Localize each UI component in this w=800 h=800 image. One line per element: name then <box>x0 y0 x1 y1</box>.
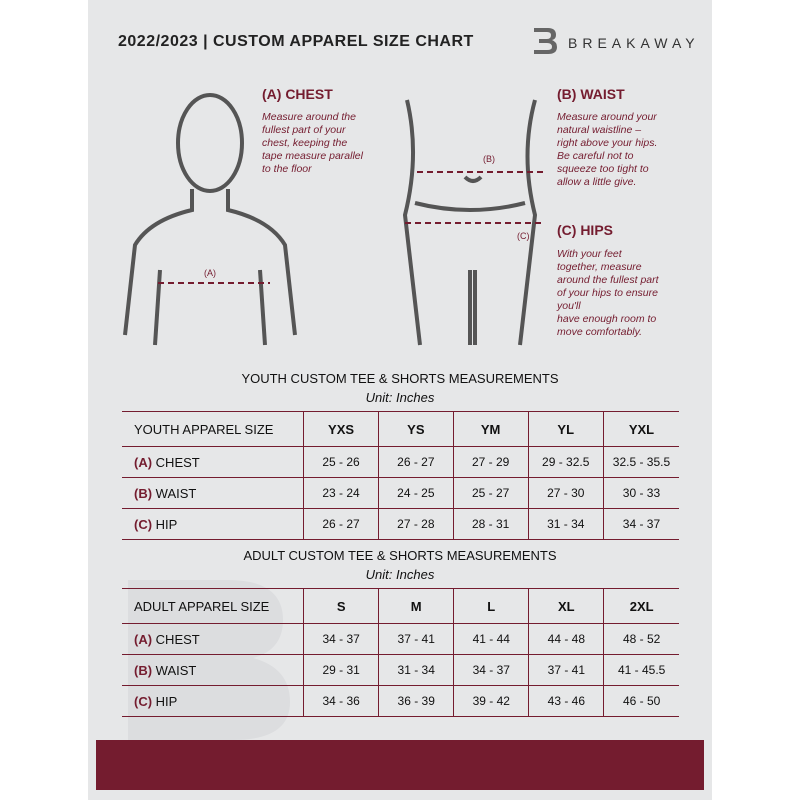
measurement-value: 25 - 27 <box>452 477 529 509</box>
measurement-value: 29 - 32.5 <box>527 446 604 478</box>
measurement-name: CHEST <box>155 454 200 470</box>
table-row: (B) WAIST 23 - 24 24 - 25 25 - 27 27 - 30 30 … <box>122 477 679 509</box>
measurement-value: 30 - 33 <box>602 477 679 509</box>
adult-table-title: ADULT CUSTOM TEE & SHORTS MEASUREMENTS <box>243 548 557 563</box>
table-row: (C) HIP 34 - 36 36 - 39 39 - 42 43 - 46 46 - … <box>122 685 679 717</box>
measurement-value: 34 - 36 <box>303 685 379 717</box>
lower-body-illustration: (B) (C) <box>402 99 545 346</box>
measurement-value: 37 - 41 <box>378 623 454 655</box>
size-col: YXS <box>303 411 379 447</box>
measurement-letter: (B) <box>134 485 153 501</box>
measurement-value: 43 - 46 <box>528 685 604 717</box>
measurement-value: 44 - 48 <box>528 623 604 655</box>
measurement-value: 27 - 28 <box>377 508 454 540</box>
footer-bar <box>96 740 704 790</box>
measurement-label: (A) CHEST <box>122 623 304 655</box>
table-row: (A) CHEST 34 - 37 37 - 41 41 - 44 44 - 48 48 … <box>122 623 679 655</box>
hips-marker: (C) <box>517 231 530 241</box>
table-row: (C) HIP 26 - 27 27 - 28 28 - 31 31 - 34 34 - … <box>122 508 679 540</box>
measurement-label: (A) CHEST <box>122 446 304 478</box>
measurement-letter: (A) <box>134 454 153 470</box>
measurement-value: 25 - 26 <box>303 446 379 478</box>
measurement-letter: (C) <box>134 516 153 532</box>
page-title: 2022/2023 | CUSTOM APPAREL SIZE CHART <box>118 33 474 50</box>
size-col: S <box>303 588 379 624</box>
measurement-letter: (B) <box>134 662 153 678</box>
adult-unit: Unit: Inches <box>365 567 435 582</box>
youth-table-title: YOUTH CUSTOM TEE & SHORTS MEASUREMENTS <box>241 371 559 386</box>
measurement-value: 37 - 41 <box>528 654 604 686</box>
youth-size-table: YOUTH APPAREL SIZE YXS YS YM YL YXL (A) … <box>122 411 679 540</box>
size-col: YM <box>452 411 529 447</box>
measurement-value: 41 - 44 <box>453 623 529 655</box>
measurement-value: 27 - 29 <box>452 446 529 478</box>
measurement-value: 32.5 - 35.5 <box>602 446 679 478</box>
measurement-value: 27 - 30 <box>527 477 604 509</box>
measurement-label: (C) HIP <box>122 685 304 717</box>
measurement-value: 34 - 37 <box>453 654 529 686</box>
measurement-value: 31 - 34 <box>527 508 604 540</box>
size-col: M <box>378 588 454 624</box>
brand-name: BREAKAWAY <box>568 35 700 51</box>
table-row: (B) WAIST 29 - 31 31 - 34 34 - 37 37 - 41 41 … <box>122 654 679 686</box>
measurement-value: 26 - 27 <box>377 446 454 478</box>
size-col: YL <box>527 411 604 447</box>
size-col: XL <box>528 588 604 624</box>
measurement-value: 36 - 39 <box>378 685 454 717</box>
measurement-letter: (A) <box>134 631 153 647</box>
size-col: L <box>453 588 529 624</box>
hips-heading: (C) HIPS <box>557 222 613 238</box>
measurement-value: 23 - 24 <box>303 477 379 509</box>
waist-heading: (B) WAIST <box>557 86 625 102</box>
measurement-label: (C) HIP <box>122 508 304 540</box>
upper-body-illustration: (A) <box>123 93 297 346</box>
size-label: YOUTH APPAREL SIZE <box>122 411 304 447</box>
measurement-value: 34 - 37 <box>602 508 679 540</box>
measurement-value: 26 - 27 <box>303 508 379 540</box>
hips-instructions: With your feet together, measure around … <box>557 248 659 338</box>
measurement-value: 24 - 25 <box>377 477 454 509</box>
table-row: (A) CHEST 25 - 26 26 - 27 27 - 29 29 - 32.5 3… <box>122 446 679 478</box>
measurement-value: 48 - 52 <box>603 623 679 655</box>
measurement-value: 39 - 42 <box>453 685 529 717</box>
measurement-name: WAIST <box>155 485 197 501</box>
chest-instructions: Measure around the fullest part of your … <box>262 111 363 175</box>
measurement-name: HIP <box>155 516 178 532</box>
measurement-label: (B) WAIST <box>122 477 304 509</box>
measurement-value: 41 - 45.5 <box>603 654 679 686</box>
measurement-label: (B) WAIST <box>122 654 304 686</box>
measurement-value: 31 - 34 <box>378 654 454 686</box>
table-header-row: ADULT APPAREL SIZE S M L XL 2XL <box>122 588 679 624</box>
size-col: 2XL <box>603 588 679 624</box>
chest-heading: (A) CHEST <box>262 86 333 102</box>
measurement-value: 29 - 31 <box>303 654 379 686</box>
measurement-name: CHEST <box>155 631 200 647</box>
youth-unit: Unit: Inches <box>365 390 435 405</box>
waist-instructions: Measure around your natural waistline – … <box>557 111 658 188</box>
waist-marker: (B) <box>483 154 495 164</box>
measurement-name: WAIST <box>155 662 197 678</box>
measurement-value: 46 - 50 <box>603 685 679 717</box>
measurement-name: HIP <box>155 693 178 709</box>
chest-marker: (A) <box>204 268 216 278</box>
size-col: YXL <box>602 411 679 447</box>
size-col: YS <box>377 411 454 447</box>
adult-size-table: ADULT APPAREL SIZE S M L XL 2XL (A) CHES… <box>122 588 679 717</box>
brand-logo <box>534 28 557 54</box>
size-label: ADULT APPAREL SIZE <box>122 588 304 624</box>
measurement-letter: (C) <box>134 693 153 709</box>
table-header-row: YOUTH APPAREL SIZE YXS YS YM YL YXL <box>122 411 679 447</box>
measurement-value: 28 - 31 <box>452 508 529 540</box>
measurement-value: 34 - 37 <box>303 623 379 655</box>
